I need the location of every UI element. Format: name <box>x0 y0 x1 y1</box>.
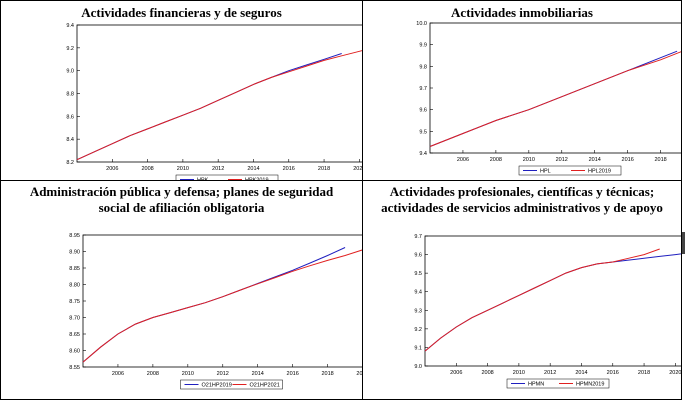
y-tick-label: 9.6 <box>414 253 422 259</box>
legend-box <box>506 378 610 389</box>
x-tick-label: 2018 <box>654 157 666 163</box>
chart-cell-profesionales: Actividades profesionales, científicas y… <box>362 180 682 400</box>
x-tick-label: 2006 <box>457 157 469 163</box>
x-tick-label: 2006 <box>112 371 124 377</box>
chart-title: Actividades inmobiliarias <box>451 5 593 20</box>
plot-frame <box>82 234 362 368</box>
plot-frame <box>424 235 681 367</box>
series-line-hpk2019 <box>76 50 362 161</box>
x-tick-label: 2014 <box>247 166 259 172</box>
legend-label: HPK <box>197 178 209 181</box>
y-tick-label: 9.0 <box>414 364 422 370</box>
x-tick-label: 2010 <box>513 370 525 376</box>
series-line-hpl2019 <box>429 51 681 147</box>
x-tick-label: 2010 <box>177 166 189 172</box>
chart-title: Actividades financieras y de seguros <box>81 5 282 20</box>
legend-label: HPMN2019 <box>576 382 604 388</box>
y-tick-label: 9.8 <box>419 64 427 70</box>
y-tick-label: 9.2 <box>66 46 74 52</box>
y-tick-label: 8.8 <box>66 92 74 98</box>
x-tick-label: 2012 <box>556 157 568 163</box>
legend-label: HPL <box>540 169 551 175</box>
series-line-o21hp2021 <box>82 249 362 363</box>
legend-label: O21HP2021 <box>250 383 280 389</box>
y-tick-label: 9.5 <box>414 271 422 277</box>
y-tick-label: 8.65 <box>69 332 80 338</box>
y-tick-label: 8.60 <box>69 349 80 355</box>
y-tick-label: 8.90 <box>69 250 80 256</box>
series-line-hpmn2019 <box>424 248 660 352</box>
y-tick-label: 9.5 <box>419 129 427 135</box>
x-tick-label: 2008 <box>490 157 502 163</box>
x-tick-label: 2018 <box>318 166 330 172</box>
y-tick-label: 8.80 <box>69 283 80 289</box>
x-tick-label: 2014 <box>575 370 587 376</box>
legend-label: HPK2019 <box>245 178 269 181</box>
x-tick-label: 2008 <box>147 371 159 377</box>
x-tick-label: 2020 <box>669 370 681 376</box>
x-tick-label: 2012 <box>217 371 229 377</box>
y-tick-label: 9.1 <box>414 345 422 351</box>
y-tick-label: 9.3 <box>414 308 422 314</box>
chart-financieras: 8.2 8.4 8.6 8.8 9.0 9.2 9.4 2006 2008 2010 2012 201… <box>66 23 362 181</box>
y-tick-label: 8.70 <box>69 316 80 322</box>
y-tick-label: 8.95 <box>69 233 80 239</box>
x-tick-label: 2008 <box>481 370 493 376</box>
x-tick-label: 2012 <box>544 370 556 376</box>
plot-frame <box>429 22 681 154</box>
x-tick-label: 2016 <box>607 370 619 376</box>
x-tick-label: 2010 <box>523 157 535 163</box>
chart-cell-financieras: Actividades financieras y de seguros 8.2… <box>0 0 363 181</box>
x-tick-label: 2018 <box>321 371 333 377</box>
legend-box <box>175 174 279 180</box>
y-tick-label: 9.2 <box>414 327 422 333</box>
legend-label: HPL2019 <box>588 169 611 175</box>
plot-frame <box>76 24 362 163</box>
chart-title: Administración pública y defensa; planes… <box>29 184 334 215</box>
x-tick-label: 2006 <box>106 166 118 172</box>
legend-box <box>180 379 283 390</box>
y-tick-label: 9.0 <box>66 69 74 75</box>
y-tick-label: 9.4 <box>414 290 422 296</box>
legend-label: O21HP2019 <box>202 383 232 389</box>
y-tick-label: 8.55 <box>69 365 80 371</box>
x-tick-label: 2020 <box>353 166 362 172</box>
y-tick-label: 9.4 <box>419 151 427 157</box>
x-tick-label: 2014 <box>589 157 601 163</box>
x-tick-label: 2006 <box>450 370 462 376</box>
y-tick-label: 9.4 <box>66 23 74 29</box>
x-tick-label: 2020 <box>356 371 362 377</box>
y-tick-label: 9.6 <box>419 108 427 114</box>
x-tick-label: 2012 <box>212 166 224 172</box>
chart-profesionales: 9.0 9.1 9.2 9.3 9.4 9.5 9.6 9.7 2006 2008 2010 2012… <box>414 234 681 389</box>
x-tick-label: 2010 <box>182 371 194 377</box>
x-tick-label: 2014 <box>252 371 264 377</box>
scrollbar[interactable] <box>682 232 685 254</box>
chart-inmobiliarias: 9.4 9.5 9.6 9.7 9.8 9.9 10.0 2006 2008 2010 2012 20… <box>416 21 681 176</box>
legend-box <box>518 165 622 176</box>
chart-cell-administracion: Administración pública y defensa; planes… <box>0 180 363 400</box>
x-tick-label: 2008 <box>141 166 153 172</box>
chart-administracion: 8.55 8.60 8.65 8.70 8.75 8.80 8.85 8.90 8.95 2006… <box>69 233 362 390</box>
x-tick-label: 2016 <box>622 157 634 163</box>
x-tick-label: 2016 <box>283 166 295 172</box>
chart-cell-inmobiliarias: Actividades inmobiliarias 9.4 9.5 9.6 9.7 9.… <box>362 0 682 181</box>
y-tick-label: 9.7 <box>414 234 422 240</box>
y-tick-label: 8.75 <box>69 299 80 305</box>
y-tick-label: 8.85 <box>69 266 80 272</box>
x-tick-label: 2018 <box>638 370 650 376</box>
y-tick-label: 10.0 <box>416 21 427 27</box>
y-tick-label: 8.6 <box>66 114 74 120</box>
y-tick-label: 8.2 <box>66 160 74 166</box>
y-tick-label: 8.4 <box>66 137 74 143</box>
chart-title: Actividades profesionales, científicas y… <box>381 184 663 215</box>
y-tick-label: 9.7 <box>419 86 427 92</box>
x-tick-label: 2016 <box>287 371 299 377</box>
legend-label: HPMN <box>528 382 544 388</box>
y-tick-label: 9.9 <box>419 43 427 49</box>
